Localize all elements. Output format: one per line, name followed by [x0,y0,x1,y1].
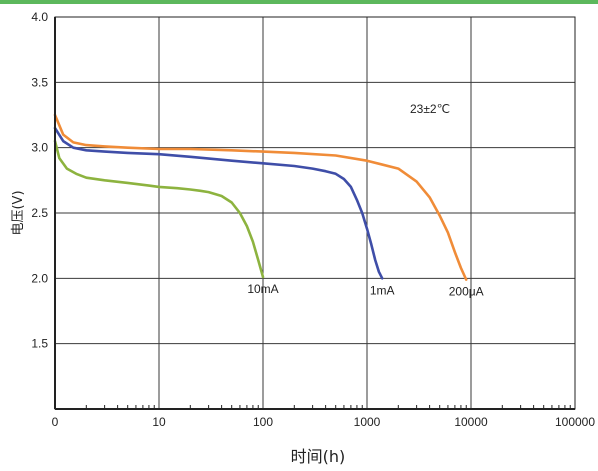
series-line [53,139,265,279]
x-tick-label: 100 [253,415,273,429]
series-labels: 10mA 1mA 200μA [247,282,483,299]
grid-lines [55,17,575,409]
temperature-annotation: 23±2℃ [410,102,450,116]
x-tick-label: 0 [52,415,59,429]
y-tick-label: 2.5 [31,206,48,220]
y-tick-label: 4.0 [31,10,48,24]
top-accent-bar [0,0,598,4]
series-label: 1mA [370,283,395,297]
series-line [53,126,384,280]
axes [54,16,576,410]
series-line [53,113,468,281]
x-axis-title: 时间(h) [291,447,346,466]
x-tick-label: 1000 [354,415,381,429]
series-label: 10mA [247,282,278,296]
y-tick-label: 1.5 [31,337,48,351]
x-tick-label: 10000 [454,415,488,429]
y-tick-label: 3.0 [31,141,48,155]
y-tick-label: 3.5 [31,75,48,89]
y-tick-label: 2.0 [31,271,48,285]
series-label: 200μA [449,285,484,299]
series-lines [53,113,468,281]
y-axis-title: 电压(V) [11,190,26,235]
tick-labels: 0 10 100 1000 10000 100000 1.5 2.0 2.5 3.0 3.5 4.0 [31,10,595,429]
x-tick-label: 10 [152,415,166,429]
x-tick-label: 100000 [555,415,595,429]
